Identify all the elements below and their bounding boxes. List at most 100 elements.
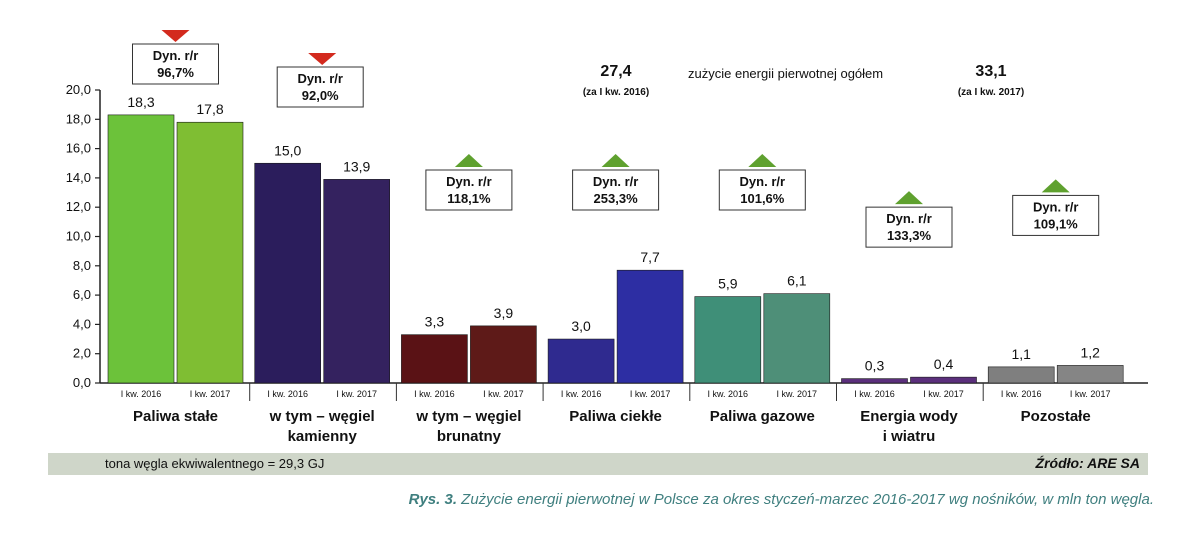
- category-label: Energia wody: [860, 408, 958, 425]
- bar: [470, 325, 537, 384]
- dynamics-value: 96,7%: [157, 65, 194, 80]
- dynamics-label: Dyn. r/r: [446, 174, 492, 189]
- bar: [987, 366, 1055, 384]
- dynamics-box: [1012, 194, 1100, 236]
- bar-value-label: 15,0: [274, 142, 301, 158]
- period-label: I kw. 2017: [483, 389, 524, 399]
- category-label: Pozostałe: [1021, 408, 1091, 425]
- total-2016-sub: (za I kw. 2016): [582, 87, 650, 98]
- period-label: I kw. 2016: [414, 389, 455, 399]
- category-label: w tym – węgiel: [415, 408, 521, 425]
- dynamics-box: [425, 169, 513, 211]
- dynamics-value: 92,0%: [302, 88, 339, 103]
- unit-band: [48, 453, 1148, 475]
- up-arrow-icon: [748, 154, 777, 167]
- dynamics-value: 118,1%: [447, 191, 491, 206]
- bar-value-label: 5,9: [718, 276, 738, 292]
- bar-value-label: 0,4: [934, 356, 954, 372]
- down-arrow-icon: [161, 30, 190, 42]
- period-label: I kw. 2016: [708, 389, 749, 399]
- bar-value-label: 3,9: [494, 305, 514, 321]
- dynamics-box: [718, 169, 806, 211]
- source-note: Źródło: ARE SA: [1035, 455, 1140, 471]
- dynamics-label: Dyn. r/r: [886, 211, 932, 226]
- y-tick-label: 20,0: [66, 82, 91, 97]
- dynamics-label: Dyn. r/r: [153, 48, 199, 63]
- y-tick-label: 16,0: [66, 141, 91, 156]
- category-label: w tym – węgiel: [269, 408, 375, 425]
- caption-text: Zużycie energii pierwotnej w Polsce za o…: [461, 491, 1154, 508]
- category-label: kamienny: [288, 428, 358, 445]
- y-tick-label: 4,0: [73, 316, 91, 331]
- bar-value-label: 18,3: [127, 94, 154, 110]
- period-label: I kw. 2017: [630, 389, 671, 399]
- y-tick-label: 6,0: [73, 287, 91, 302]
- dynamics-box: [276, 66, 364, 108]
- period-label: I kw. 2016: [854, 389, 895, 399]
- bar: [694, 296, 762, 384]
- period-label: I kw. 2016: [121, 389, 162, 399]
- bar: [1056, 365, 1124, 384]
- bar: [910, 376, 977, 384]
- dynamics-value: 133,3%: [887, 228, 932, 243]
- dynamics-label: Dyn. r/r: [1033, 199, 1079, 214]
- bar: [254, 162, 321, 384]
- down-arrow-icon: [308, 53, 337, 65]
- bar: [841, 378, 908, 384]
- up-arrow-icon: [601, 154, 630, 167]
- dynamics-box: [572, 169, 660, 211]
- bar: [763, 293, 831, 384]
- period-label: I kw. 2017: [190, 389, 231, 399]
- y-tick-label: 8,0: [73, 258, 91, 273]
- dynamics-value: 109,1%: [1034, 216, 1079, 231]
- caption-label: Rys. 3.: [408, 491, 457, 508]
- figure-caption: Rys. 3. Zużycie energii pierwotnej w Pol…: [264, 491, 1154, 508]
- bar: [616, 269, 684, 384]
- bar-value-label: 6,1: [787, 273, 807, 289]
- category-label: i wiatru: [883, 428, 936, 445]
- bar: [323, 179, 391, 384]
- total-2017-sub: (za I kw. 2017): [957, 87, 1025, 98]
- total-2017-value: 33,1: [975, 63, 1007, 80]
- y-tick-label: 18,0: [66, 111, 91, 126]
- bar-value-label: 3,0: [571, 318, 591, 334]
- total-title: zużycie energii pierwotnej ogółem: [688, 66, 884, 81]
- category-label: Paliwa stałe: [133, 408, 218, 425]
- bar-value-label: 3,3: [425, 314, 445, 330]
- y-tick-label: 12,0: [66, 199, 91, 214]
- total-2016-value: 27,4: [600, 63, 632, 80]
- up-arrow-icon: [1041, 179, 1070, 193]
- category-label: Paliwa ciekłe: [569, 408, 662, 425]
- bar-value-label: 17,8: [196, 101, 223, 117]
- dynamics-label: Dyn. r/r: [297, 71, 343, 86]
- bar: [547, 338, 615, 384]
- bar-value-label: 7,7: [640, 249, 660, 265]
- period-label: I kw. 2017: [777, 389, 818, 399]
- y-tick-label: 0,0: [73, 375, 91, 390]
- y-tick-label: 14,0: [66, 170, 91, 185]
- period-label: I kw. 2017: [336, 389, 377, 399]
- bar: [107, 114, 175, 384]
- total-2017: 33,1 (za I kw. 2017): [935, 63, 1047, 98]
- unit-note: tona węgla ekwiwalentnego = 29,3 GJ: [105, 456, 325, 471]
- dynamics-value: 253,3%: [594, 191, 639, 206]
- bar-value-label: 1,2: [1080, 344, 1100, 360]
- dynamics-label: Dyn. r/r: [593, 174, 639, 189]
- bar-value-label: 13,9: [343, 158, 370, 174]
- bar-value-label: 1,1: [1011, 346, 1031, 362]
- total-2016: 27,4 (za I kw. 2016): [560, 63, 672, 98]
- category-label: brunatny: [437, 428, 502, 445]
- period-label: I kw. 2016: [267, 389, 308, 399]
- dynamics-box: [865, 206, 953, 248]
- period-label: I kw. 2016: [561, 389, 602, 399]
- bar: [401, 334, 468, 384]
- up-arrow-icon: [895, 191, 923, 205]
- dynamics-value: 101,6%: [740, 191, 785, 206]
- y-tick-label: 2,0: [73, 346, 91, 361]
- period-label: I kw. 2017: [1070, 389, 1111, 399]
- period-label: I kw. 2017: [923, 389, 964, 399]
- up-arrow-icon: [454, 154, 483, 167]
- period-label: I kw. 2016: [1001, 389, 1042, 399]
- dynamics-label: Dyn. r/r: [740, 174, 786, 189]
